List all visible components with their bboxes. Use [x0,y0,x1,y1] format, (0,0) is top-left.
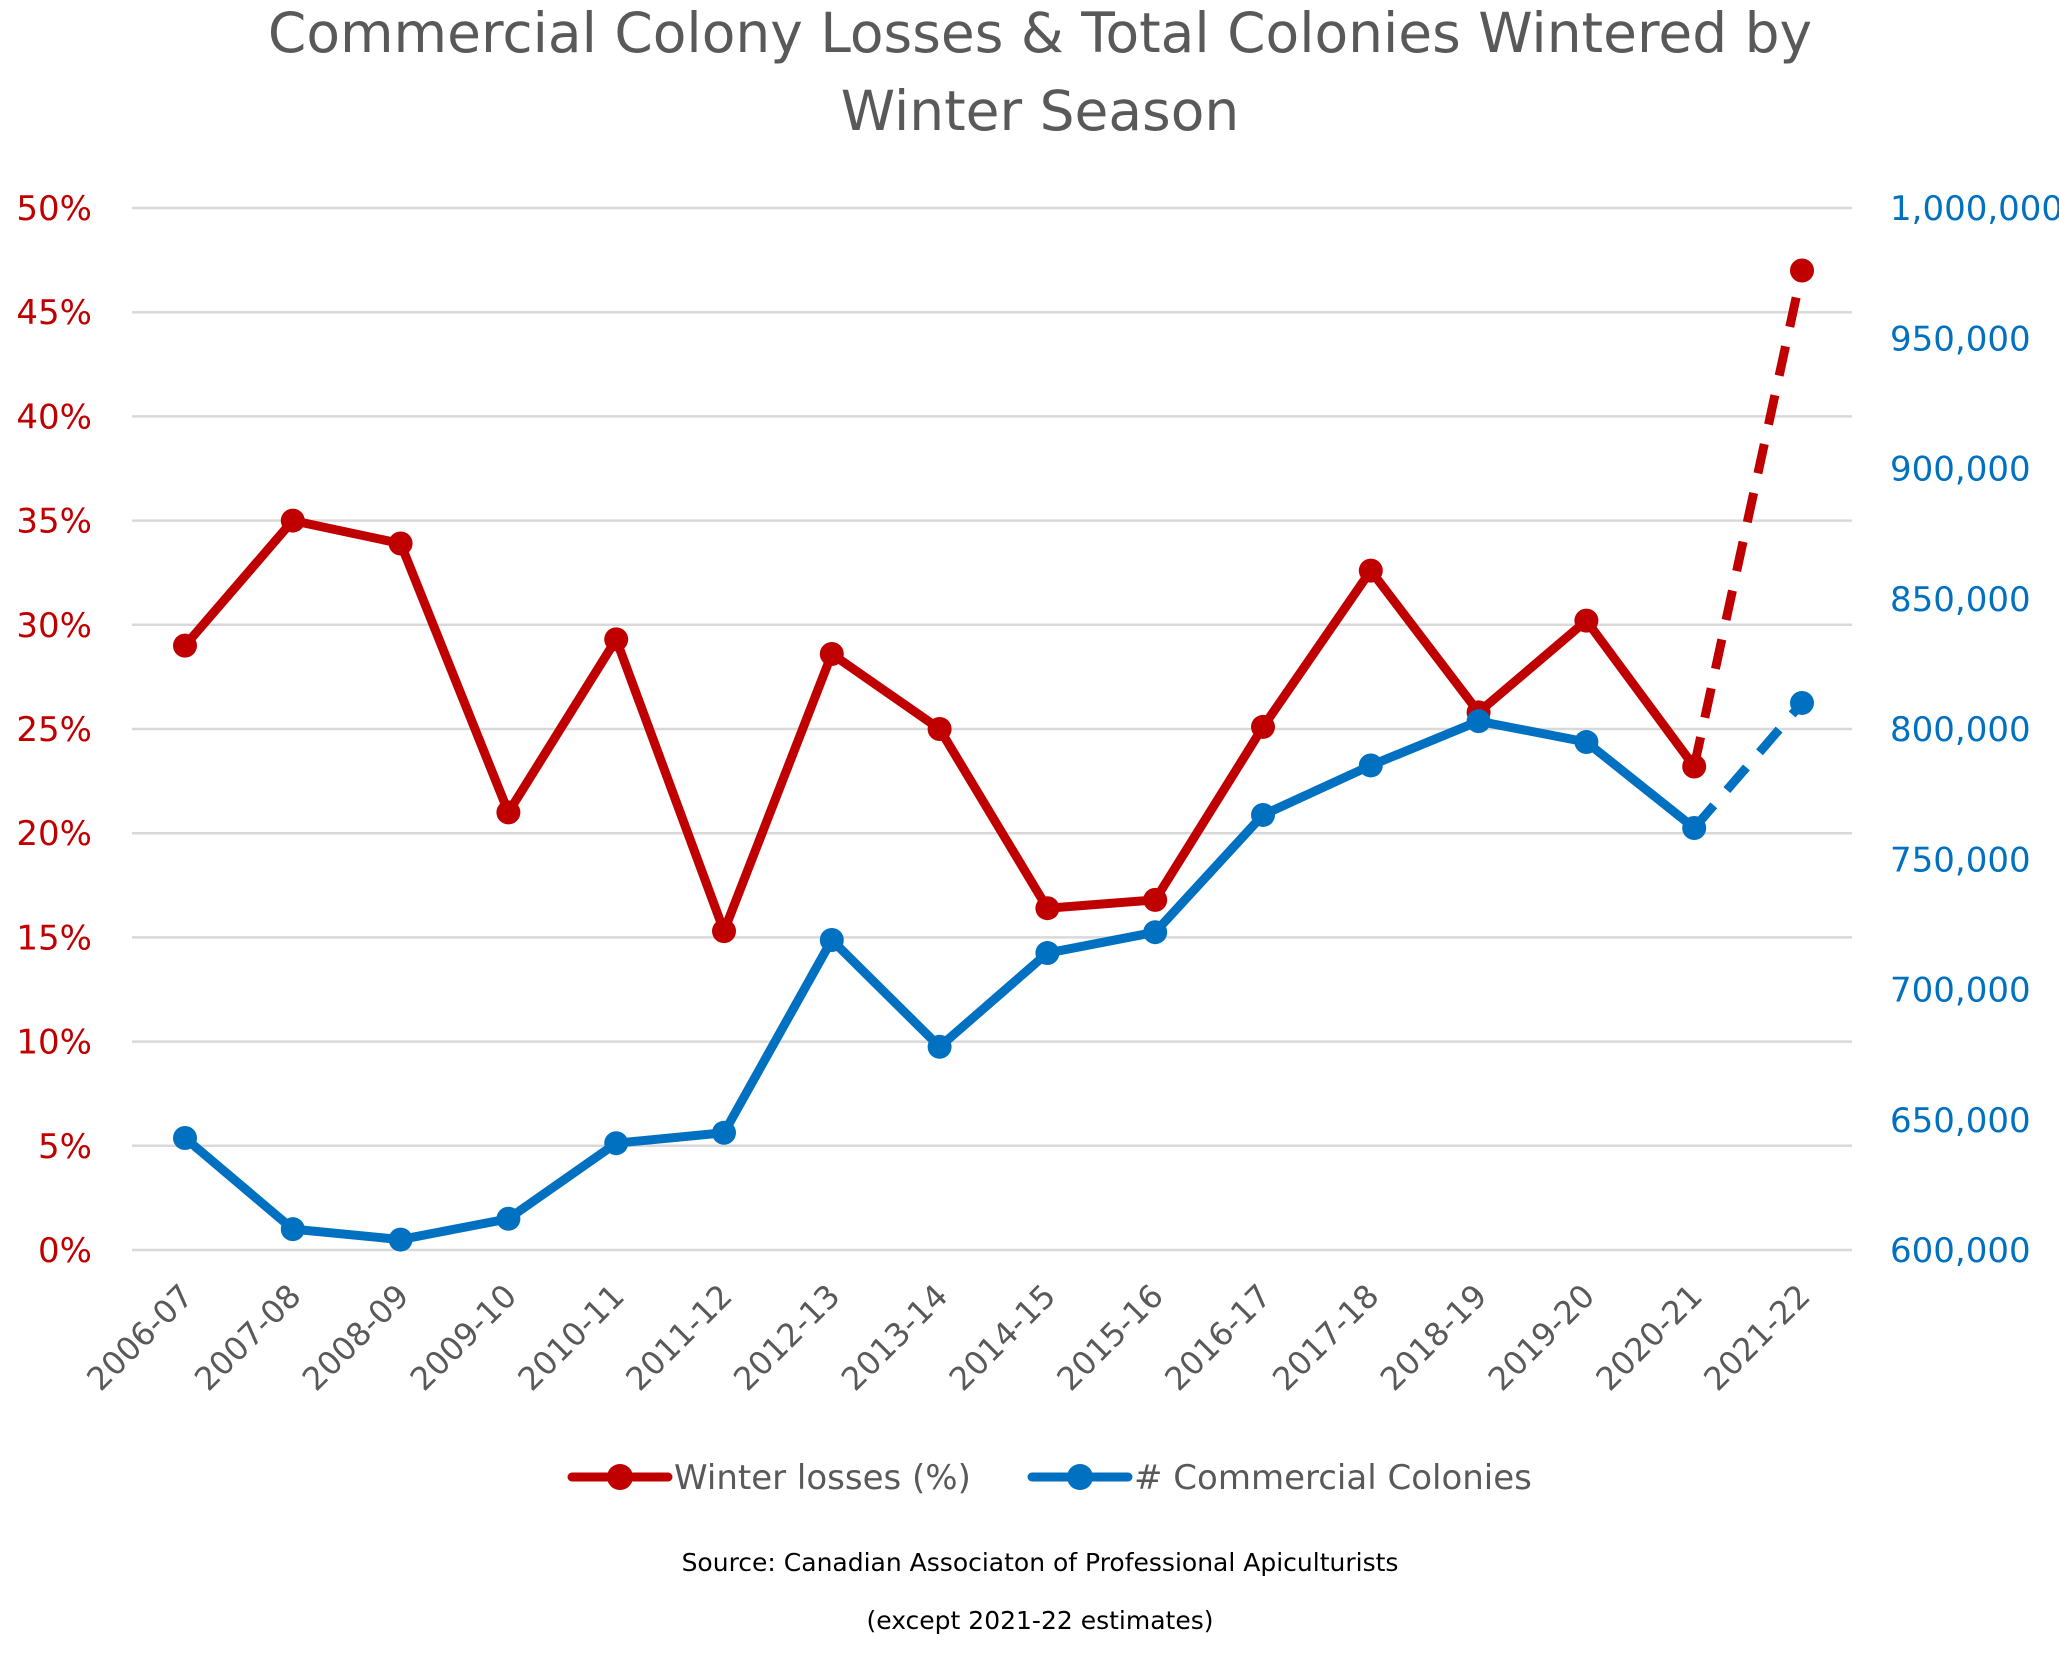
left-axis-ticks: 0% 5% 10% 15% 20% 25% 30% 35% 40% 45% 50% [16,189,92,1271]
data-point-winter-losses [1143,887,1168,912]
source-note-estimates: (except 2021-22 estimates) [867,1606,1214,1635]
x-tick-label: 2009-10 [403,1277,524,1398]
legend-label-winter-losses: Winter losses (%) [674,1458,971,1498]
data-point-commercial-colonies [1035,941,1060,966]
y-right-tick-label: 850,000 [1890,580,2031,620]
x-tick-label: 2008-09 [295,1277,416,1398]
x-tick-label: 2013-14 [834,1277,955,1398]
y-left-tick-label: 30% [16,606,92,646]
data-point-winter-losses [1035,896,1060,921]
x-tick-label: 2015-16 [1049,1277,1170,1398]
x-tick-label: 2012-13 [726,1277,847,1398]
x-axis-ticks: 2006-072007-082008-092009-102010-112011-… [79,1277,1817,1398]
series-line-commercial-colonies [180,716,1699,1245]
series-line-estimate-winter-losses [1689,269,1807,768]
y-right-tick-label: 1,000,000 [1890,189,2059,229]
legend-item-commercial-colonies: # Commercial Colonies [1027,1458,1532,1498]
y-right-tick-label: 700,000 [1890,971,2031,1011]
legend-item-winter-losses: Winter losses (%) [567,1458,971,1498]
data-point-commercial-colonies [712,1120,736,1145]
x-tick-label: 2021-22 [1696,1277,1817,1398]
x-tick-label: 2017-18 [1265,1277,1386,1398]
data-point-commercial-colonies [604,1131,629,1156]
data-point-winter-losses [280,508,305,533]
x-tick-label: 2014-15 [942,1277,1063,1398]
data-point-winter-losses [712,919,736,944]
data-point-winter-losses [496,800,521,825]
data-point-commercial-colonies [388,1227,413,1252]
y-left-tick-label: 15% [16,918,92,958]
data-point-commercial-colonies [1466,709,1491,734]
y-right-tick-label: 800,000 [1890,710,2031,750]
series-line-estimate-commercial-colonies [1690,700,1806,831]
y-right-tick-label: 950,000 [1890,319,2031,359]
data-point-commercial-colonies [1790,690,1814,715]
legend: Winter losses (%) # Commercial Colonies [567,1458,1532,1498]
data-point-winter-losses [1790,258,1814,283]
data-point-winter-losses [819,641,844,666]
x-tick-label: 2007-08 [187,1277,308,1398]
x-tick-label: 2016-17 [1157,1277,1278,1398]
chart-title-line-1: Commercial Colony Losses & Total Colonie… [268,1,1812,65]
data-point-commercial-colonies [927,1034,952,1059]
legend-marker-commercial-colonies [1067,1464,1093,1490]
x-tick-label: 2018-19 [1373,1277,1494,1398]
y-left-tick-label: 25% [16,710,92,750]
data-point-winter-losses [1682,754,1707,779]
y-left-tick-label: 35% [16,502,92,542]
data-point-commercial-colonies [1143,920,1168,945]
x-tick-label: 2019-20 [1481,1277,1602,1398]
y-left-tick-label: 5% [38,1127,92,1167]
legend-marker-winter-losses [607,1464,633,1490]
y-left-tick-label: 0% [38,1231,92,1271]
data-point-winter-losses [1358,558,1383,583]
data-point-winter-losses [1251,714,1275,739]
data-point-winter-losses [604,627,629,652]
legend-label-commercial-colonies: # Commercial Colonies [1134,1458,1532,1498]
y-right-tick-label: 900,000 [1890,450,2031,490]
y-left-tick-label: 45% [16,293,92,333]
data-point-commercial-colonies [1358,753,1383,778]
y-left-tick-label: 10% [16,1023,92,1063]
y-right-tick-label: 750,000 [1890,840,2031,880]
data-point-commercial-colonies [819,928,844,953]
y-right-tick-label: 650,000 [1890,1101,2031,1141]
y-left-tick-label: 40% [16,397,92,437]
data-point-winter-losses [388,531,413,556]
x-tick-label: 2020-21 [1588,1277,1709,1398]
series [173,258,1814,1252]
data-point-commercial-colonies [496,1206,521,1231]
data-point-commercial-colonies [173,1125,197,1150]
x-tick-label: 2006-07 [79,1277,200,1398]
data-point-commercial-colonies [1574,730,1599,755]
data-point-commercial-colonies [280,1217,305,1242]
y-right-tick-label: 600,000 [1890,1231,2031,1271]
gridlines [132,206,1852,1252]
x-tick-label: 2010-11 [510,1277,631,1398]
right-axis-ticks: 600,000 650,000 700,000 750,000 800,000 850,0… [1890,189,2059,1271]
data-point-commercial-colonies [1251,802,1275,827]
y-left-tick-label: 50% [16,189,92,229]
data-point-winter-losses [173,633,197,658]
source-note: Source: Canadian Associaton of Professio… [682,1548,1399,1577]
x-tick-label: 2011-12 [618,1277,739,1398]
y-left-tick-label: 20% [16,814,92,854]
data-point-winter-losses [1574,608,1599,633]
chart-title-line-2: Winter Season [841,79,1239,143]
data-point-winter-losses [927,717,952,741]
data-point-commercial-colonies [1682,815,1707,840]
